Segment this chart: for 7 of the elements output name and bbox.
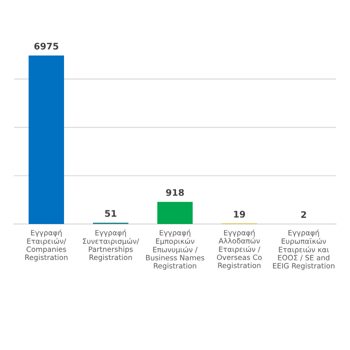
data-label: 19 (234, 210, 246, 218)
data-label: 918 (166, 189, 184, 196)
bar (28, 55, 64, 224)
bar (157, 202, 193, 224)
data-label: 2 (301, 211, 306, 218)
data-label: 6975 (34, 42, 58, 50)
data-label: 51 (105, 210, 116, 217)
